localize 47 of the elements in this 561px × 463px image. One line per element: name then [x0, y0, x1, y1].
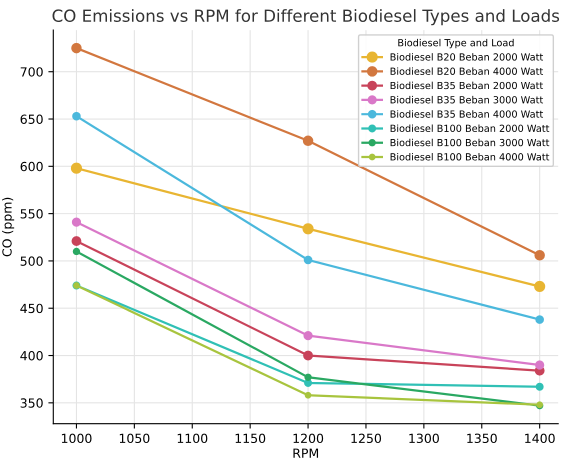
x-tick-label: 1200: [294, 434, 324, 444]
point: [72, 236, 82, 246]
y-tick-label: 500: [20, 256, 43, 266]
point: [70, 162, 82, 174]
point: [303, 331, 313, 340]
legend-label: Biodiesel B100 Beban 4000 Watt: [390, 153, 550, 161]
point: [535, 315, 544, 324]
x-tick-label: 1100: [178, 434, 208, 444]
legend-label: Biodiesel B100 Beban 3000 Watt: [390, 138, 550, 146]
point: [534, 250, 545, 260]
point: [304, 374, 312, 381]
point: [72, 248, 80, 256]
point: [302, 136, 314, 146]
legend-title: Biodiesel Type and Load: [398, 38, 514, 48]
x-tick-label: 1050: [120, 434, 150, 444]
x-tick-label: 1250: [351, 434, 382, 444]
point: [303, 350, 313, 360]
x-tick-label: 1150: [236, 434, 266, 444]
y-tick-label: 700: [20, 67, 43, 77]
x-tick-label: 1400: [525, 434, 555, 444]
chart-title: CO Emissions vs RPM for Different Biodiesel Types and Loads: [52, 9, 560, 26]
point: [71, 42, 82, 54]
legend-label: Biodiesel B100 Beban 2000 Watt: [390, 124, 550, 132]
point: [72, 112, 81, 120]
y-tick-label: 550: [20, 209, 43, 219]
y-tick-label: 350: [20, 398, 43, 408]
legend-label: Biodiesel B35 Beban 4000 Watt: [390, 110, 544, 118]
y-axis-title: CO (ppm): [2, 198, 14, 256]
legend-label: Biodiesel B20 Beban 2000 Watt: [390, 53, 544, 61]
point: [536, 382, 544, 391]
y-tick-label: 400: [20, 351, 43, 360]
legend-label: Biodiesel B20 Beban 4000 Watt: [390, 67, 544, 75]
x-tick-label: 1000: [62, 434, 92, 444]
x-tick-label: 1350: [467, 434, 497, 444]
x-axis-title: RPM: [293, 448, 318, 458]
legend-label: Biodiesel B35 Beban 2000 Watt: [390, 82, 544, 90]
point: [304, 392, 312, 399]
x-tick-label: 1300: [409, 434, 439, 444]
point: [535, 360, 544, 370]
point: [72, 218, 82, 227]
point: [534, 280, 546, 292]
y-tick-label: 600: [20, 162, 43, 172]
y-tick-label: 650: [20, 114, 43, 124]
legend-label: Biodiesel B35 Beban 3000 Watt: [390, 96, 544, 104]
point: [302, 223, 314, 234]
y-tick-label: 450: [20, 304, 43, 314]
point: [304, 256, 312, 264]
